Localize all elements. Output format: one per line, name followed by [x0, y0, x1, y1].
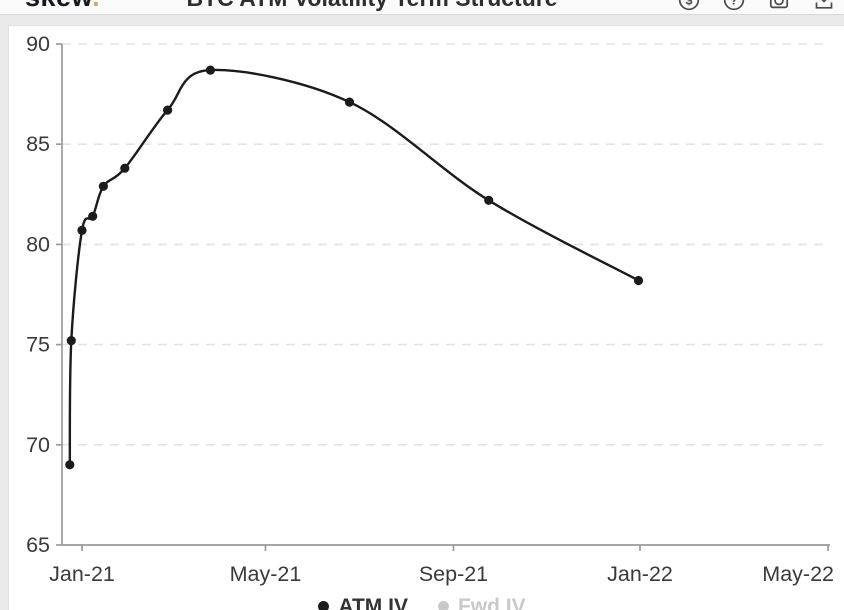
- data-point[interactable]: [163, 105, 173, 115]
- y-tick-label: 70: [26, 433, 50, 457]
- skew-logo[interactable]: skew.: [25, 0, 100, 11]
- camera-icon[interactable]: [768, 0, 790, 11]
- data-point[interactable]: [98, 181, 108, 191]
- page-title: BTC ATM Volatility Term Structure: [186, 0, 557, 10]
- x-tick-label: Jan-22: [607, 562, 673, 586]
- legend-label: Fwd IV: [457, 595, 526, 610]
- legend-item-atm-iv[interactable]: ATM IV: [318, 595, 408, 610]
- svg-text:?: ?: [730, 0, 738, 7]
- y-tick-label: 65: [26, 533, 50, 557]
- y-tick-label: 75: [26, 333, 50, 357]
- atm-iv-line: [68, 68, 640, 465]
- data-point[interactable]: [77, 225, 87, 235]
- data-point[interactable]: [344, 97, 355, 107]
- y-tick-label: 90: [26, 32, 50, 56]
- chart-legend: ATM IV Fwd IV: [0, 595, 844, 610]
- chart-card: [8, 25, 844, 610]
- currency-toggle-icon[interactable]: $: [678, 0, 700, 11]
- data-point[interactable]: [633, 275, 644, 286]
- legend-marker: [318, 601, 330, 610]
- legend-marker: [437, 601, 449, 610]
- header-toolbar: $?: [678, 0, 835, 11]
- svg-text:$: $: [686, 0, 693, 7]
- data-point[interactable]: [66, 336, 76, 346]
- data-point[interactable]: [88, 211, 98, 221]
- data-point[interactable]: [484, 195, 494, 205]
- download-icon[interactable]: [813, 0, 835, 11]
- x-tick-label: Jan-21: [49, 562, 115, 586]
- y-tick-label: 80: [26, 232, 50, 256]
- legend-label: ATM IV: [338, 595, 408, 610]
- legend-item-fwd-iv[interactable]: Fwd IV: [437, 595, 526, 610]
- data-point[interactable]: [65, 460, 75, 470]
- x-tick-label: May-21: [230, 562, 302, 586]
- x-tick-label: May-22: [762, 562, 834, 586]
- data-point[interactable]: [120, 163, 130, 173]
- data-point[interactable]: [205, 65, 215, 75]
- help-icon[interactable]: ?: [723, 0, 745, 11]
- logo-dot: .: [92, 0, 100, 12]
- x-tick-label: Sep-21: [419, 562, 488, 586]
- app-header: skew. BTC ATM Volatility Term Structure …: [0, 0, 844, 15]
- logo-text: skew: [25, 0, 92, 12]
- y-tick-label: 85: [26, 132, 50, 156]
